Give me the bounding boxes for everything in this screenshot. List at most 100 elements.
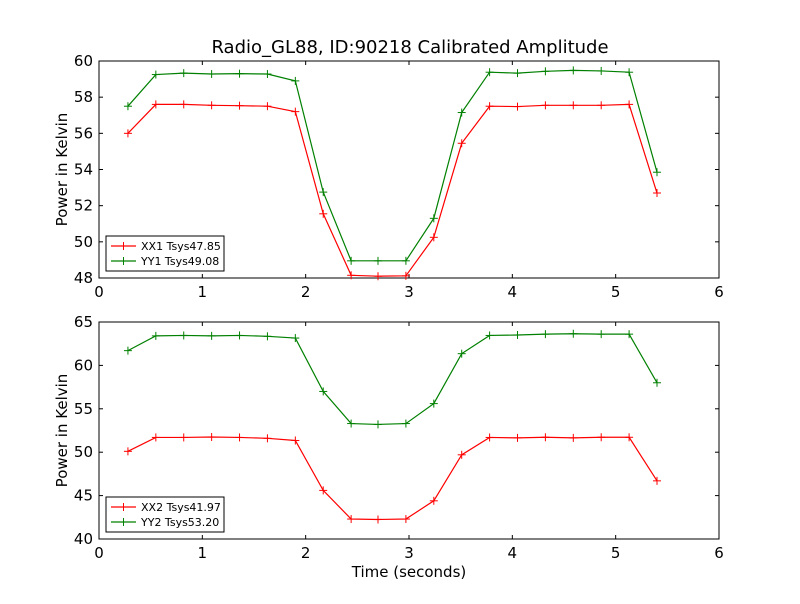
panel1-series-0-point — [401, 515, 410, 524]
panel1-series-0-point — [291, 436, 300, 445]
panel1-xtick-label: 6 — [714, 544, 724, 562]
panel1-series-0-point — [429, 496, 438, 505]
panel1-series-0-point — [625, 433, 634, 442]
panel1-series-0-point — [263, 434, 272, 443]
panel1-series-0-point — [207, 433, 216, 442]
panel1-series-1-point — [347, 419, 356, 428]
panel0-series-1-point — [291, 76, 300, 85]
panel1-series-0-point — [235, 433, 244, 442]
panel0-series-1-point — [123, 102, 132, 111]
panel1-series-0-point — [457, 450, 466, 459]
panel0-series-0-point — [347, 271, 356, 280]
panel1-ytick-label: 45 — [74, 487, 93, 505]
panel0-series-1-point — [235, 69, 244, 78]
panel0-series-1-point — [457, 108, 466, 117]
panel0-xtick-label: 1 — [198, 283, 208, 301]
panel0-series-1-point — [429, 214, 438, 223]
panel1-series-1-point — [513, 331, 522, 340]
panel1-series-0-point — [319, 486, 328, 495]
panel1-series-1-point — [597, 330, 606, 339]
panel1-series-line-0 — [127, 436, 658, 521]
panel1-series-1-point — [207, 331, 216, 340]
panel1-series-1-point — [319, 387, 328, 396]
panel1-series-0-point — [597, 433, 606, 442]
panel1-xtick-label: 5 — [611, 544, 621, 562]
panel1-legend-label-0: XX2 Tsys41.97 — [141, 501, 221, 514]
panel1-series-0-point — [347, 515, 356, 524]
panel1-series-0-point — [485, 433, 494, 442]
panel0-series-0-point — [374, 272, 382, 281]
panel0-ytick-label: 58 — [74, 88, 93, 106]
panel0-series-line-1 — [127, 69, 658, 262]
panel0-series-1-point — [485, 68, 494, 77]
panel1-ytick-label: 65 — [74, 313, 93, 331]
panel1-ytick-label: 60 — [74, 356, 93, 374]
panel0-series-1-point — [319, 188, 328, 197]
panel0-series-0-point — [457, 139, 466, 148]
panel0-series-1-point — [401, 256, 410, 265]
panel0-series-1-point — [653, 168, 661, 177]
panel1-series-0-point — [541, 433, 550, 442]
panel0-ytick-label: 48 — [74, 269, 93, 287]
panel0-series-1-point — [263, 70, 272, 79]
panel0-series-0-point — [401, 271, 410, 280]
panel0-series-line-0 — [127, 103, 658, 277]
panel1-series-1-point — [625, 330, 634, 339]
panel1-xtick-label: 1 — [198, 544, 208, 562]
panel1-series-1-point — [569, 329, 578, 338]
panel1-series-1-point — [179, 331, 188, 340]
panel0-series-1-point — [625, 68, 634, 77]
panel1-legend — [105, 496, 225, 533]
panel0-series-1-point — [347, 256, 356, 265]
panel0-legend-label-0: XX1 Tsys47.85 — [141, 240, 221, 253]
panel1-series-1-point — [401, 419, 410, 428]
panel1-series-1-point — [485, 331, 494, 340]
panel0-series-0-point — [625, 100, 634, 109]
panel0-series-1-point — [374, 256, 382, 265]
panel1-series-0-point — [569, 433, 578, 442]
panel0-series-0-point — [597, 101, 606, 110]
panel0-xtick-label: 3 — [404, 283, 414, 301]
panel0-series-0-point — [179, 100, 188, 109]
panel0-series-0-point — [263, 102, 272, 111]
panel1-y-axis-label: Power in Kelvin — [53, 374, 71, 488]
panel0-xtick-label: 4 — [508, 283, 518, 301]
panel1-series-1-point — [263, 332, 272, 341]
panel1-series-0-point — [179, 433, 188, 442]
panel0-series-0-point — [569, 101, 578, 110]
panel1-series-1-point — [151, 331, 160, 340]
panel0-xtick-label: 2 — [301, 283, 311, 301]
panel1-series-1-point — [429, 399, 438, 408]
panel0-series-1-point — [597, 66, 606, 75]
panel1-series-1-point — [653, 378, 661, 387]
panel1-ytick-label: 50 — [74, 443, 93, 461]
panel1-legend-label-1: YY2 Tsys53.20 — [140, 516, 219, 529]
panel1-x-axis-label: Time (seconds) — [351, 563, 467, 581]
panel1-series-1-point — [123, 346, 132, 355]
figure-title: Radio_GL88, ID:90218 Calibrated Amplitud… — [211, 37, 608, 58]
panel0-ytick-label: 52 — [74, 197, 93, 215]
panel1-series-0-point — [653, 476, 661, 485]
panel1-series-0-point — [151, 433, 160, 442]
panel1-ytick-label: 40 — [74, 530, 93, 548]
panel0-ytick-label: 50 — [74, 233, 93, 251]
panel1-series-1-point — [235, 331, 244, 340]
panel0-series-1-point — [513, 69, 522, 78]
panel0-series-0-point — [291, 107, 300, 116]
panel0-series-1-point — [207, 70, 216, 79]
panel0-legend-label-1: YY1 Tsys49.08 — [140, 255, 219, 268]
panel0-series-0-point — [541, 101, 550, 110]
panel1-series-1-point — [457, 349, 466, 358]
panel0-series-0-point — [207, 101, 216, 110]
panel1-ytick-label: 55 — [74, 400, 93, 418]
panel1-xtick-label: 4 — [508, 544, 518, 562]
panel0-series-1-point — [569, 66, 578, 75]
panel1-series-0-point — [123, 447, 132, 456]
panel0-series-1-point — [179, 69, 188, 78]
panel0-series-0-point — [653, 189, 661, 198]
panel1-series-line-1 — [127, 333, 658, 426]
panel0-series-0-point — [485, 102, 494, 111]
panel0-xtick-label: 5 — [611, 283, 621, 301]
